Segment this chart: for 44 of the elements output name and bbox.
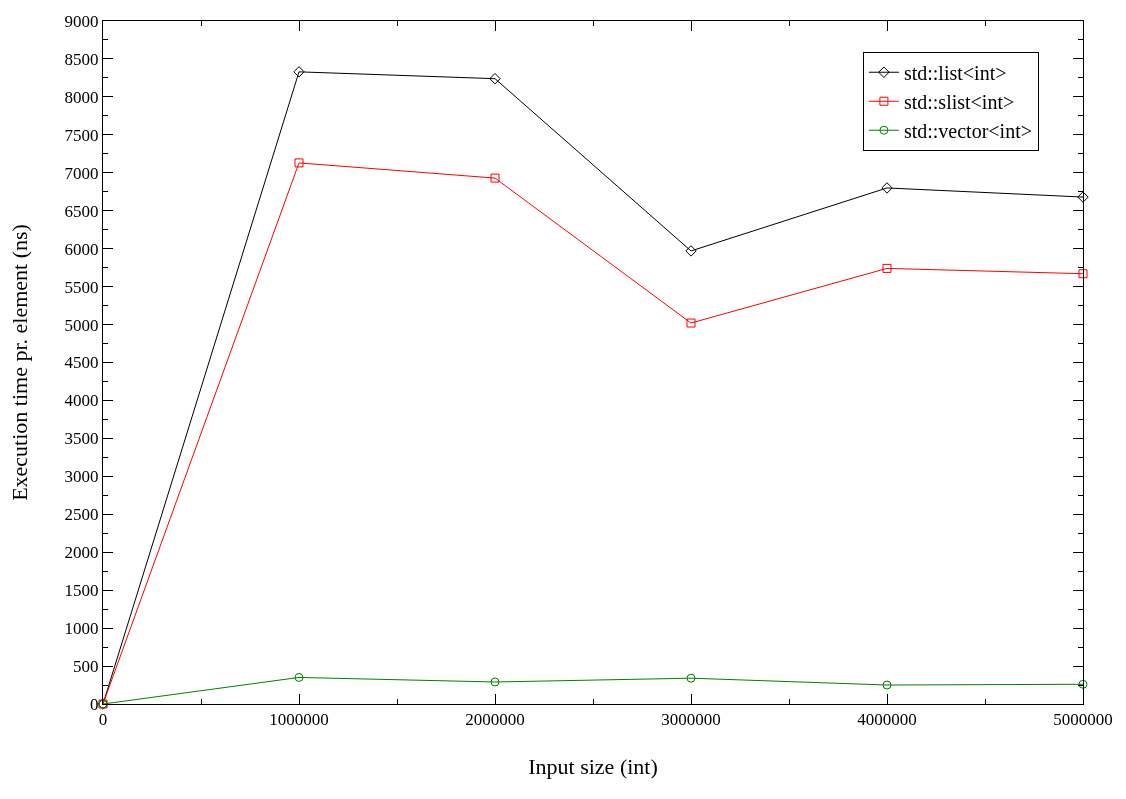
- y-tick-label: 1500: [64, 581, 99, 601]
- y-tick-label: 5000: [64, 315, 99, 335]
- legend-label: std::vector<int>: [903, 120, 1033, 143]
- y-axis-title: Execution time pr. element (ns): [7, 224, 33, 501]
- point: [1078, 269, 1088, 279]
- point: [1078, 679, 1088, 689]
- y-tick-label: 7500: [64, 125, 99, 145]
- x-tick-label: 3000000: [661, 710, 721, 730]
- y-tick-label: 6000: [64, 239, 99, 259]
- point: [294, 158, 304, 168]
- y-tick-label: 3000: [64, 467, 99, 487]
- point: [882, 680, 892, 690]
- y-tick-label: 9000: [64, 11, 99, 31]
- y-tick-label: 3500: [64, 429, 99, 449]
- point: [293, 66, 305, 78]
- y-tick-label: 0: [90, 694, 99, 714]
- point: [685, 245, 697, 257]
- legend-label: std::slist<int>: [903, 91, 1015, 114]
- x-tick-label: 1000000: [269, 710, 329, 730]
- x-axis-title: Input size (int): [528, 754, 658, 780]
- y-tick-label: 8500: [64, 49, 99, 69]
- y-tick-label: 8000: [64, 87, 99, 107]
- y-tick-label: 5500: [64, 277, 99, 297]
- y-tick-label: 2000: [64, 543, 99, 563]
- point: [294, 672, 304, 682]
- y-tick-label: 1000: [64, 619, 99, 639]
- x-tick-label: 4000000: [857, 710, 917, 730]
- x-tick-label: 2000000: [465, 710, 525, 730]
- y-tick-label: 2500: [64, 505, 99, 525]
- point: [882, 263, 892, 273]
- point: [490, 677, 500, 687]
- y-tick-label: 4000: [64, 391, 99, 411]
- point: [1077, 191, 1089, 203]
- y-tick-label: 7000: [64, 163, 99, 183]
- point: [686, 318, 696, 328]
- point: [489, 72, 501, 85]
- x-tick-label: 5000000: [1053, 710, 1113, 730]
- point: [686, 673, 696, 683]
- legend-label: std::list<int>: [903, 62, 1007, 85]
- y-tick-label: 6500: [64, 201, 99, 221]
- y-tick-label: 500: [73, 657, 99, 677]
- y-tick-label: 4500: [64, 353, 99, 373]
- point: [490, 173, 500, 183]
- point: [881, 182, 893, 194]
